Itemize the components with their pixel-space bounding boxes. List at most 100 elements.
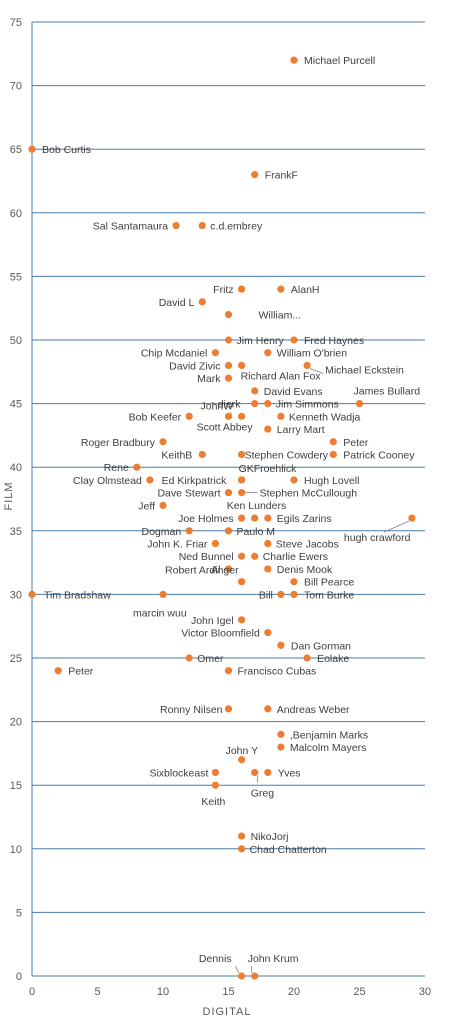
data-point [238, 489, 246, 497]
data-point [264, 705, 272, 713]
data-point [277, 412, 285, 420]
gridlines [31, 21, 425, 977]
data-label: Chad Chatterton [250, 844, 327, 856]
y-axis-ticks: 0 5 10 15 20 25 30 35 40 45 50 55 60 65 70 75 [10, 17, 22, 983]
data-label: Jeff [138, 500, 155, 512]
data-label: David L [159, 297, 195, 309]
label-leader-line [309, 368, 324, 374]
data-point [238, 756, 246, 764]
data-label: Ken Lunders [227, 500, 287, 512]
data-label: NikoJorj [251, 831, 289, 843]
data-label: Robert Ardinger [165, 565, 239, 577]
data-label: Stephen McCullough [260, 488, 358, 500]
data-point [264, 565, 272, 573]
data-point [224, 565, 233, 573]
data-label: Bob Curtis [42, 144, 91, 156]
data-point [264, 425, 272, 433]
y-tick-label: 70 [10, 81, 22, 93]
data-points [28, 56, 416, 980]
data-point [28, 590, 36, 599]
x-axis-ticks: 0 5 10 15 20 25 30 [29, 986, 431, 998]
data-label: c.d.embrey [210, 221, 263, 233]
data-label: Dogman [141, 526, 181, 538]
data-label: David Zivic [169, 360, 220, 372]
data-point [238, 972, 246, 980]
data-label: John Krum [248, 953, 299, 965]
data-label: Omer [197, 653, 224, 665]
data-point [251, 552, 259, 560]
y-tick-label: 35 [10, 526, 22, 538]
x-tick-label: 5 [94, 986, 100, 998]
data-point [198, 221, 206, 230]
data-label: Dennis [199, 953, 232, 965]
data-label: ,Benjamin Marks [290, 729, 368, 741]
data-point [133, 463, 141, 471]
data-label: Yves [278, 767, 301, 779]
y-tick-label: 0 [16, 971, 22, 983]
data-point [159, 438, 167, 446]
data-point [290, 476, 298, 484]
data-label: Patrick Cooney [343, 449, 415, 461]
data-label: Egils Zarins [277, 513, 332, 525]
data-label: Hugh Lovell [304, 475, 359, 487]
data-point [277, 285, 285, 293]
data-point [224, 527, 233, 535]
data-label: KeithB [161, 449, 192, 461]
data-label: Malcolm Mayers [290, 742, 366, 754]
data-label: Paulo M [237, 526, 276, 538]
data-point [329, 438, 337, 446]
y-tick-label: 20 [10, 717, 22, 729]
data-label: Jim Henry [237, 335, 285, 347]
data-label: Jim Simmons [276, 399, 339, 411]
data-point [277, 743, 285, 751]
data-label: JohnW [201, 400, 234, 412]
data-point [185, 412, 193, 420]
data-point [264, 768, 272, 777]
data-label: William O'brien [277, 348, 347, 360]
data-label: John K. Friar [147, 539, 208, 551]
data-label: Mark [197, 373, 221, 385]
data-point [198, 450, 206, 459]
data-label: Kenneth Wadja [289, 411, 361, 423]
data-point [211, 781, 219, 789]
data-point [251, 514, 259, 522]
data-point [238, 514, 246, 522]
data-label: Scott Abbey [197, 421, 254, 433]
data-label: Bill Pearce [304, 577, 354, 589]
data-label: Francisco Cubas [238, 666, 317, 678]
data-label: dierk [218, 399, 242, 411]
data-label: Fritz [213, 284, 233, 296]
data-label: Bob Keefer [129, 411, 182, 423]
data-label: GKFroehlick [239, 463, 298, 475]
data-point [329, 450, 337, 459]
y-tick-label: 45 [10, 399, 22, 411]
data-point [303, 361, 311, 370]
data-label: Al [211, 564, 220, 576]
data-label: Clay Olmstead [73, 475, 142, 487]
data-point [185, 654, 193, 662]
data-label: Tim Bradshaw [44, 589, 111, 601]
data-point [251, 768, 259, 777]
data-point [290, 590, 298, 599]
data-point [290, 336, 298, 344]
y-axis-title: FILM [3, 481, 15, 510]
y-tick-label: 25 [10, 653, 22, 665]
data-labels: Michael Purcell Bob Curtis FrankF Sal Santa… [42, 55, 420, 965]
data-point [408, 514, 416, 522]
data-point [224, 412, 233, 420]
data-point [185, 527, 193, 535]
data-label: John Igel [191, 615, 234, 627]
data-point [251, 171, 259, 179]
data-label: Fred Haynes [304, 335, 364, 347]
data-point [264, 539, 272, 548]
data-point [146, 476, 154, 484]
data-point [277, 641, 285, 649]
data-point [238, 285, 246, 293]
data-label: AlanH [291, 284, 320, 296]
data-label: James Bullard [354, 386, 421, 398]
data-point [290, 578, 298, 586]
data-label: Larry Mart [277, 424, 325, 436]
y-tick-label: 50 [10, 335, 22, 347]
data-point [224, 489, 233, 497]
